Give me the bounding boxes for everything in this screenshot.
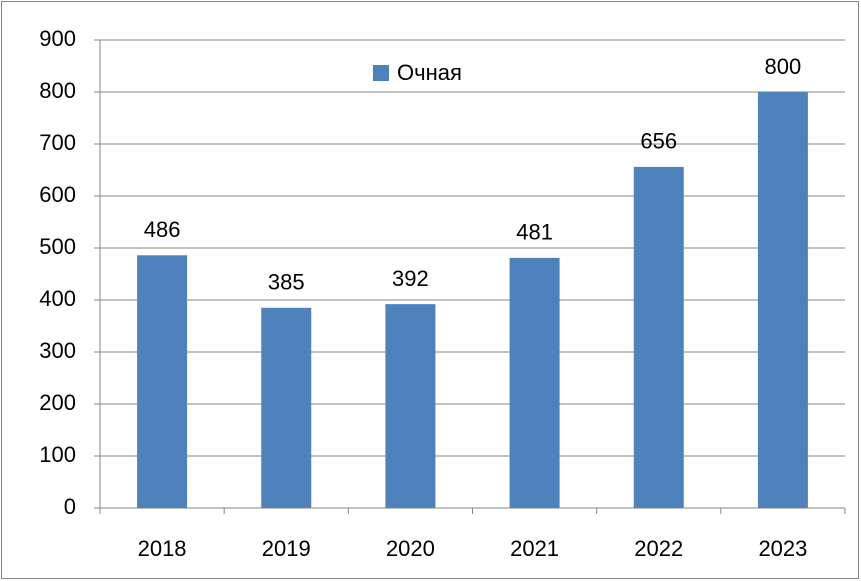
bar [633,166,684,508]
y-tick-label: 100 [39,442,76,467]
bar [509,257,560,508]
bar [757,92,808,508]
x-tick-label: 2022 [634,536,683,561]
bar [385,304,436,508]
y-tick-label: 700 [39,130,76,155]
x-tick-label: 2018 [138,536,187,561]
bar [137,255,188,508]
x-tick-label: 2020 [386,536,435,561]
y-tick-label: 400 [39,286,76,311]
y-tick-label: 600 [39,182,76,207]
y-tick-label: 500 [39,234,76,259]
data-label: 486 [144,217,181,242]
x-tick-label: 2021 [510,536,559,561]
y-tick-label: 900 [39,26,76,51]
data-label: 385 [268,270,305,295]
data-label: 800 [765,54,802,79]
y-tick-label: 300 [39,338,76,363]
data-label: 656 [640,129,677,154]
legend-swatch [373,65,389,81]
bar [261,307,312,508]
x-tick-label: 2023 [758,536,807,561]
data-label: 392 [392,266,429,291]
legend-label: Очная [397,60,462,85]
y-tick-label: 200 [39,390,76,415]
x-tick-label: 2019 [262,536,311,561]
y-tick-label: 0 [64,494,76,519]
y-tick-label: 800 [39,78,76,103]
data-label: 481 [516,220,553,245]
